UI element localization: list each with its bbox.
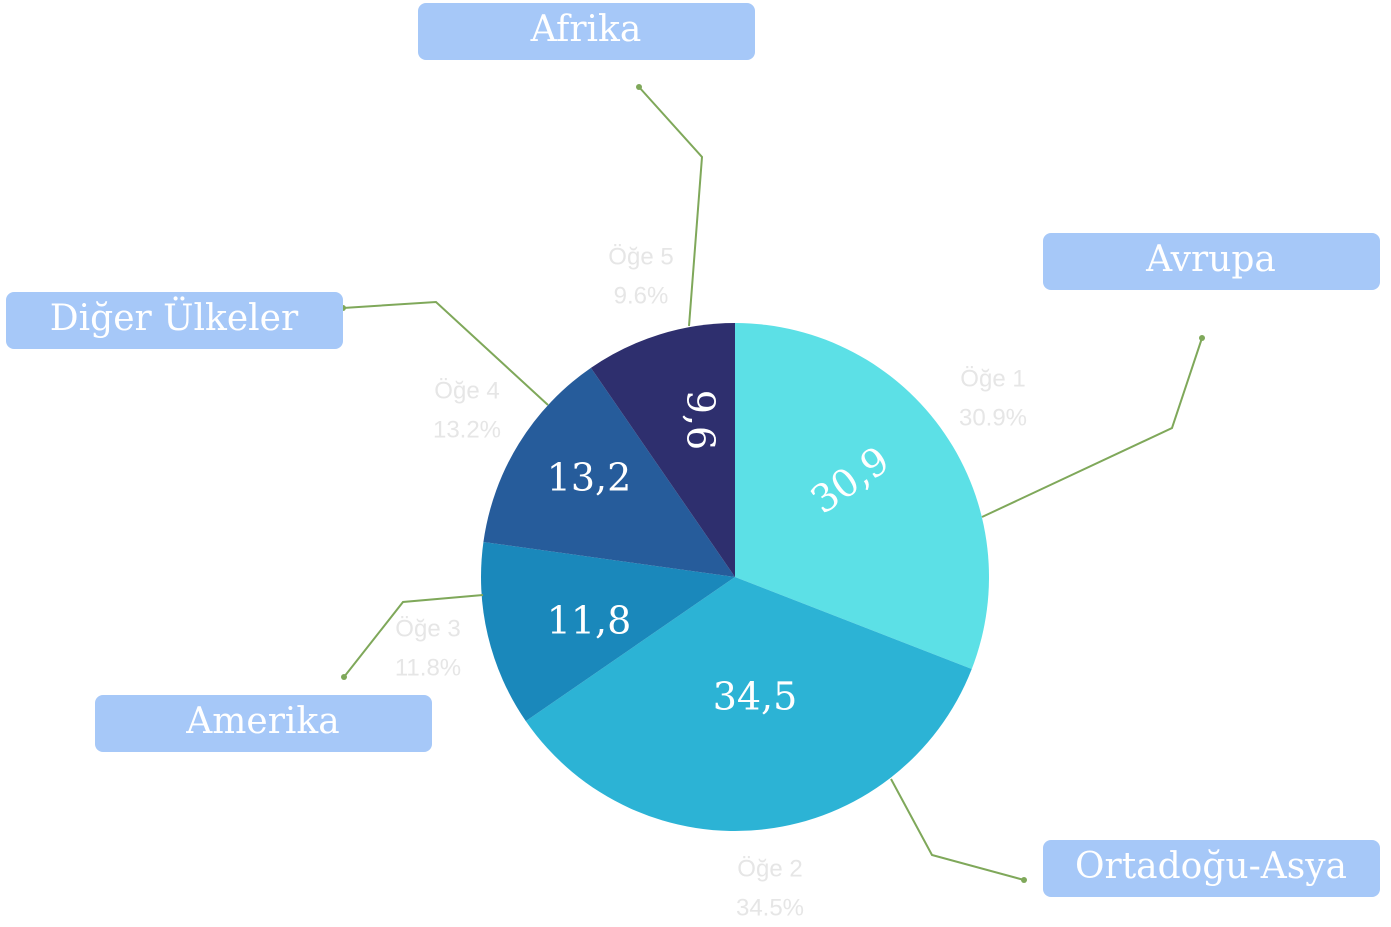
value-label: 11,8 — [547, 599, 632, 643]
region-box — [95, 695, 432, 752]
category-label: Öğe 5 — [608, 243, 673, 270]
leader-dot — [341, 674, 347, 680]
pie-slice — [480, 542, 735, 722]
region-label: Afrika — [530, 9, 642, 50]
value-label: 34,5 — [713, 675, 798, 719]
leader-line — [342, 300, 549, 406]
category-label: Öğe 2 — [737, 855, 802, 882]
region-box — [1043, 840, 1380, 897]
pie-slice — [735, 323, 989, 670]
percent-label: 34.5% — [736, 894, 804, 921]
value-label: 13,2 — [547, 456, 632, 500]
pie-slice — [525, 577, 972, 831]
percent-label: 13.2% — [433, 416, 501, 443]
region-box — [6, 292, 343, 349]
region-box — [1043, 233, 1380, 290]
region-label: Avrupa — [1145, 239, 1276, 280]
value-label: 9,6 — [679, 390, 723, 450]
leader-dot — [1021, 877, 1027, 883]
category-label: Öğe 3 — [395, 615, 460, 642]
leader-line — [638, 86, 704, 327]
region-label: Ortadoğu-Asya — [1075, 846, 1347, 887]
category-label: Öğe 1 — [960, 365, 1025, 392]
category-label: Öğe 4 — [434, 377, 499, 404]
leader-line — [343, 594, 484, 678]
leader-line — [890, 778, 1025, 881]
pie-slice — [483, 367, 735, 577]
percent-label: 11.8% — [395, 654, 461, 681]
region-box — [418, 3, 755, 60]
region-label: Diğer Ülkeler — [50, 297, 299, 339]
leader-dot — [636, 84, 642, 90]
leader-dot — [1199, 335, 1205, 341]
percent-label: 30.9% — [959, 404, 1027, 431]
percent-label: 9.6% — [614, 282, 669, 309]
region-label: Amerika — [185, 701, 339, 742]
pie-slice — [590, 323, 735, 577]
leader-line — [981, 337, 1203, 518]
